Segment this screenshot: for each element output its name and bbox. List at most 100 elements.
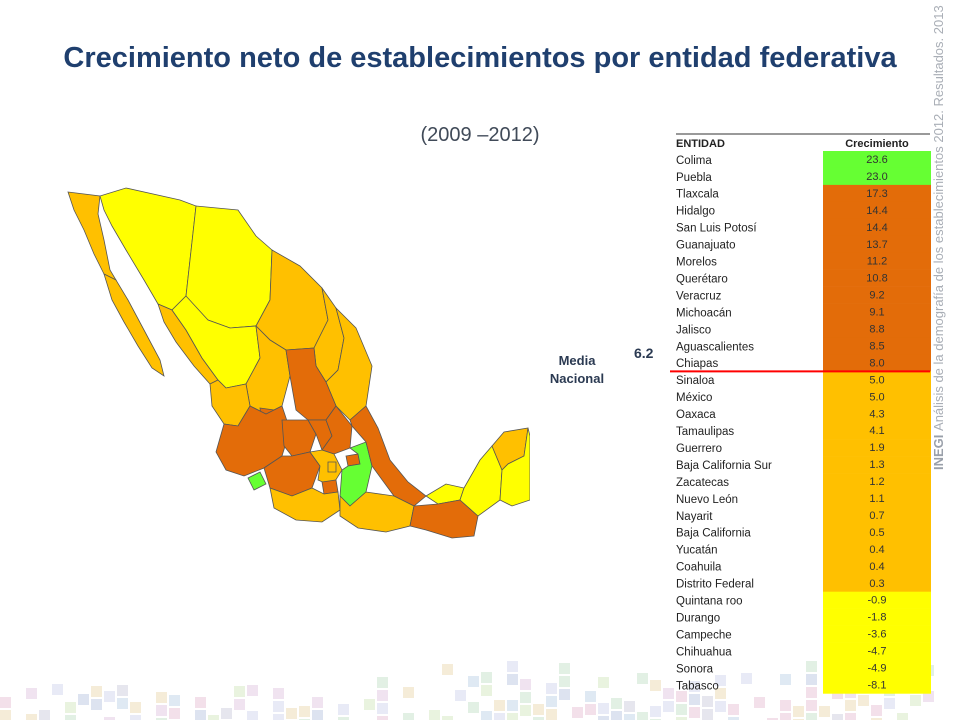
decorative-pixel — [858, 695, 869, 706]
decorative-pixel — [910, 695, 921, 706]
decorative-pixel — [403, 713, 414, 720]
column-header-crecimiento: Crecimiento — [845, 138, 909, 150]
decorative-pixel — [806, 700, 817, 711]
decorative-pixel — [338, 717, 349, 720]
state-hidalgo — [321, 405, 353, 455]
decorative-pixel — [845, 700, 856, 711]
decorative-pixel — [715, 675, 726, 686]
decorative-pixel — [624, 714, 635, 720]
decorative-pixel — [377, 690, 388, 701]
decorative-pixel — [507, 661, 518, 672]
decorative-pixel — [741, 673, 752, 684]
decorative-pixel — [650, 680, 661, 691]
decorative-pixel — [377, 716, 388, 720]
state-name: Sonora — [676, 663, 714, 675]
state-name: Sinaloa — [676, 375, 715, 387]
decorative-pixel — [286, 708, 297, 719]
value-cell-bg — [823, 557, 931, 576]
decorative-pixel — [819, 706, 830, 717]
decorative-pixel — [546, 709, 557, 720]
decorative-pixel — [468, 702, 479, 713]
decorative-pixel — [91, 699, 102, 710]
growth-value: 17.3 — [866, 188, 887, 200]
decorative-pixel — [728, 717, 739, 720]
decorative-pixel — [611, 711, 622, 720]
value-cell-bg — [823, 371, 931, 389]
growth-value: 9.2 — [869, 290, 884, 302]
decorative-pixel — [130, 715, 141, 720]
mean-label-line2: Nacional — [549, 371, 605, 386]
state-chiapas — [409, 499, 479, 539]
value-cell-bg — [823, 659, 931, 677]
watermark-text: Análisis de la demografía de los estable… — [931, 5, 946, 431]
mexico-map — [67, 187, 530, 539]
state-name: Michoacán — [676, 307, 732, 319]
decorative-pixel — [0, 710, 11, 720]
decorative-pixel — [624, 701, 635, 712]
decorative-pixel — [806, 661, 817, 672]
growth-value: 1.3 — [869, 459, 884, 471]
state-name: Distrito Federal — [676, 579, 754, 591]
decorative-pixel — [546, 683, 557, 694]
value-cell-bg — [823, 269, 931, 287]
state-name: Tamaulipas — [676, 426, 734, 438]
decorative-pixel — [130, 702, 141, 713]
growth-value: 0.4 — [869, 561, 884, 573]
growth-value: 0.7 — [869, 510, 884, 522]
decorative-pixel — [481, 672, 492, 683]
decorative-pixel — [559, 689, 570, 700]
decorative-pixel — [832, 714, 843, 720]
value-cell-bg — [823, 218, 931, 237]
decorative-pixel — [247, 685, 258, 696]
decorative-pixel — [676, 717, 687, 720]
value-cell-bg — [823, 540, 931, 559]
growth-value: 0.5 — [869, 527, 884, 539]
decorative-pixel — [780, 700, 791, 711]
decorative-pixel — [91, 686, 102, 697]
decorative-pixel — [169, 695, 180, 706]
decorative-pixel — [897, 713, 908, 720]
state-name: Morelos — [676, 257, 717, 269]
decorative-pixel — [377, 677, 388, 688]
decorative-pixel — [377, 703, 388, 714]
decorative-pixel — [676, 704, 687, 715]
state-veracruz — [349, 405, 427, 507]
state-name: México — [676, 392, 712, 404]
decorative-pixel — [442, 716, 453, 720]
decorative-pixel — [637, 673, 648, 684]
growth-value: 5.0 — [869, 391, 884, 403]
decorative-pixel — [117, 698, 128, 709]
state-name: Quintana roo — [676, 596, 743, 608]
decorative-pixel — [65, 715, 76, 720]
state-mexico — [309, 449, 343, 487]
value-cell-bg — [823, 490, 931, 508]
decorative-pixel — [663, 688, 674, 699]
decorative-pixel — [195, 697, 206, 708]
decorative-pixel — [104, 691, 115, 702]
decorative-pixel — [572, 707, 583, 718]
state-name: Yucatán — [676, 545, 718, 557]
growth-value: -4.9 — [868, 663, 887, 675]
growth-value: -0.9 — [868, 595, 887, 607]
decorative-pixel — [702, 709, 713, 720]
value-cell-bg — [823, 235, 931, 253]
decorative-pixel — [689, 707, 700, 718]
decorative-pixel — [689, 681, 700, 692]
state-distrito-federal — [327, 461, 337, 473]
decorative-pixel — [806, 687, 817, 698]
value-cell-bg — [823, 523, 931, 542]
watermark-brand: INEGI — [931, 434, 946, 470]
decorative-pixel — [546, 696, 557, 707]
decorative-pixel — [923, 691, 934, 702]
decorative-pixel — [533, 704, 544, 715]
decorative-pixel — [26, 714, 37, 720]
decorative-pixel — [559, 663, 570, 674]
decorative-pixel — [442, 664, 453, 675]
value-cell-bg — [823, 473, 931, 491]
growth-value: 10.8 — [866, 273, 887, 285]
state-name: Aguascalientes — [676, 341, 754, 353]
state-name: Hidalgo — [676, 206, 715, 218]
state-name: Chihuahua — [676, 646, 732, 658]
decorative-pixel — [78, 694, 89, 705]
